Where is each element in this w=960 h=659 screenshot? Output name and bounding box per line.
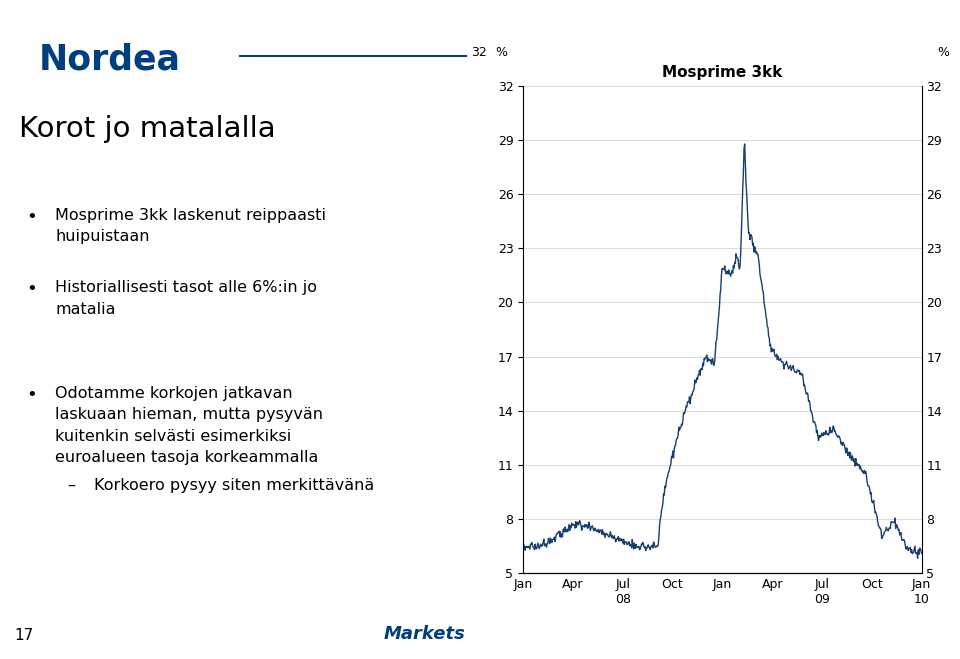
- Text: –: –: [67, 478, 75, 493]
- Text: Korkoero pysyy siten merkittävänä: Korkoero pysyy siten merkittävänä: [94, 478, 373, 493]
- Text: Mosprime 3kk laskenut reippaasti
huipuistaan: Mosprime 3kk laskenut reippaasti huipuis…: [56, 208, 326, 244]
- Text: Odotamme korkojen jatkavan
laskuaan hieman, mutta pysyvän
kuitenkin selvästi esi: Odotamme korkojen jatkavan laskuaan hiem…: [56, 386, 324, 465]
- Text: %: %: [938, 46, 949, 59]
- Text: •: •: [26, 280, 37, 298]
- Text: Historiallisesti tasot alle 6%:in jo
matalia: Historiallisesti tasot alle 6%:in jo mat…: [56, 280, 317, 317]
- Text: Korot jo matalalla: Korot jo matalalla: [19, 115, 276, 143]
- Text: •: •: [26, 386, 37, 403]
- Text: 32: 32: [471, 46, 487, 59]
- Text: 17: 17: [14, 627, 34, 643]
- Text: Nordea: Nordea: [38, 43, 180, 77]
- Text: •: •: [26, 208, 37, 225]
- Text: Markets: Markets: [384, 625, 466, 643]
- Text: %: %: [495, 46, 507, 59]
- Title: Mosprime 3kk: Mosprime 3kk: [662, 65, 782, 80]
